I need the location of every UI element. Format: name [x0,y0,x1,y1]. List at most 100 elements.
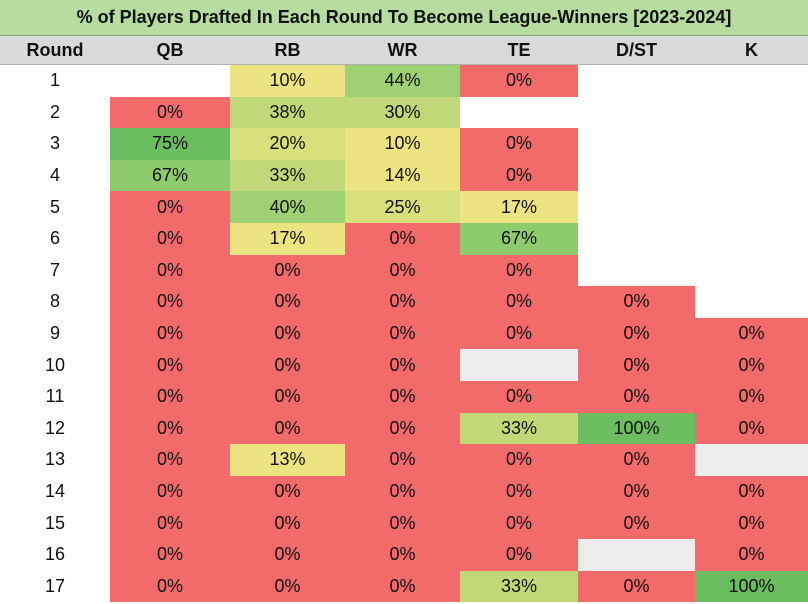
table-cell: 0% [460,317,578,350]
table-title: % of Players Drafted In Each Round To Be… [0,0,808,36]
round-label: 9 [49,323,60,344]
table-cell: 0% [460,159,578,192]
table-cell: 0% [578,475,695,508]
table-cell: 0% [578,349,695,381]
table-cell [578,539,695,571]
table-cell: 30% [345,96,460,129]
table-cell: 0% [460,128,578,160]
table-cell: 20% [230,128,345,160]
table-cell: 0% [110,507,230,539]
round-label: 17 [44,575,66,596]
table-cell: 0% [695,539,808,571]
round-label: 2 [49,101,60,122]
round-label: 6 [49,228,60,249]
table-cell: 0% [110,570,230,603]
round-label: 13 [44,449,66,470]
table-cell: 0% [345,507,460,539]
table-cell: 44% [345,65,460,97]
column-header-rb: RB [274,39,301,60]
table-cell: 0% [230,381,345,413]
table-cell: 38% [230,96,345,129]
table-cell: 0% [110,412,230,445]
table-cell: 0% [230,317,345,350]
table-cell: 0% [695,507,808,539]
table-cell: 0% [578,570,695,603]
column-header-wr: WR [387,39,418,60]
table-cell: 0% [578,381,695,413]
table-cell: 0% [230,349,345,381]
round-label: 11 [45,386,65,407]
table-cell: 0% [695,317,808,350]
table-cell: 0% [230,539,345,571]
table-cell: 0% [110,444,230,476]
table-cell: 0% [345,475,460,508]
table-cell: 0% [230,570,345,603]
table-cell: 0% [345,317,460,350]
table-cell: 33% [230,159,345,192]
table-cell: 0% [110,286,230,318]
table-cell: 0% [695,381,808,413]
table-cell: 0% [110,96,230,129]
table-cell: 40% [230,191,345,223]
table-cell: 0% [110,539,230,571]
table-cell: 17% [460,191,578,223]
table-cell: 0% [345,223,460,255]
table-cell: 0% [110,475,230,508]
table-cell: 0% [460,254,578,287]
table-cell: 10% [230,65,345,97]
table-cell: 0% [460,444,578,476]
table-cell: 0% [578,444,695,476]
table-cell: 0% [345,381,460,413]
table-cell [695,444,808,476]
table-cell: 0% [695,349,808,381]
table-cell: 33% [460,570,578,603]
table-cell: 75% [110,128,230,160]
table-cell: 0% [578,286,695,318]
round-label: 4 [49,165,60,186]
table-cell: 0% [110,349,230,381]
table-cell: 0% [345,412,460,445]
table-cell: 0% [230,475,345,508]
table-cell: 0% [230,412,345,445]
table-cell: 0% [460,65,578,97]
round-column-header: Round [26,39,84,60]
table-cell: 0% [578,507,695,539]
table-cell: 0% [110,223,230,255]
table-cell: 100% [578,412,695,445]
table-cell: 0% [230,507,345,539]
table-cell: 0% [695,412,808,445]
table-cell: 100% [695,570,808,603]
table-cell: 0% [110,317,230,350]
table-cell: 0% [345,254,460,287]
table-cell: 33% [460,412,578,445]
table-cell: 67% [110,159,230,192]
table-cell: 17% [230,223,345,255]
round-label: 15 [44,512,66,533]
table-cell: 14% [345,159,460,192]
round-label: 1 [49,70,60,91]
round-label: 12 [44,417,66,438]
table-cell: 0% [578,317,695,350]
round-label: 8 [49,291,60,312]
table-cell: 10% [345,128,460,160]
round-label: 3 [49,133,60,154]
round-label: 14 [44,481,66,502]
table-cell: 0% [460,475,578,508]
table-cell: 0% [110,254,230,287]
table-cell: 0% [460,507,578,539]
table-cell: 0% [345,349,460,381]
table-cell: 0% [695,475,808,508]
table-cell: 13% [230,444,345,476]
table-cell [460,349,578,381]
column-header-dst: D/ST [615,39,657,60]
round-label: 10 [44,354,66,375]
column-header-k: K [745,39,758,60]
column-header-te: TE [507,39,531,60]
table-cell: 0% [345,570,460,603]
table-cell: 0% [230,286,345,318]
table-cell: 0% [345,539,460,571]
table-cell: 25% [345,191,460,223]
round-label: 5 [49,196,60,217]
column-header-qb: QB [156,39,184,60]
